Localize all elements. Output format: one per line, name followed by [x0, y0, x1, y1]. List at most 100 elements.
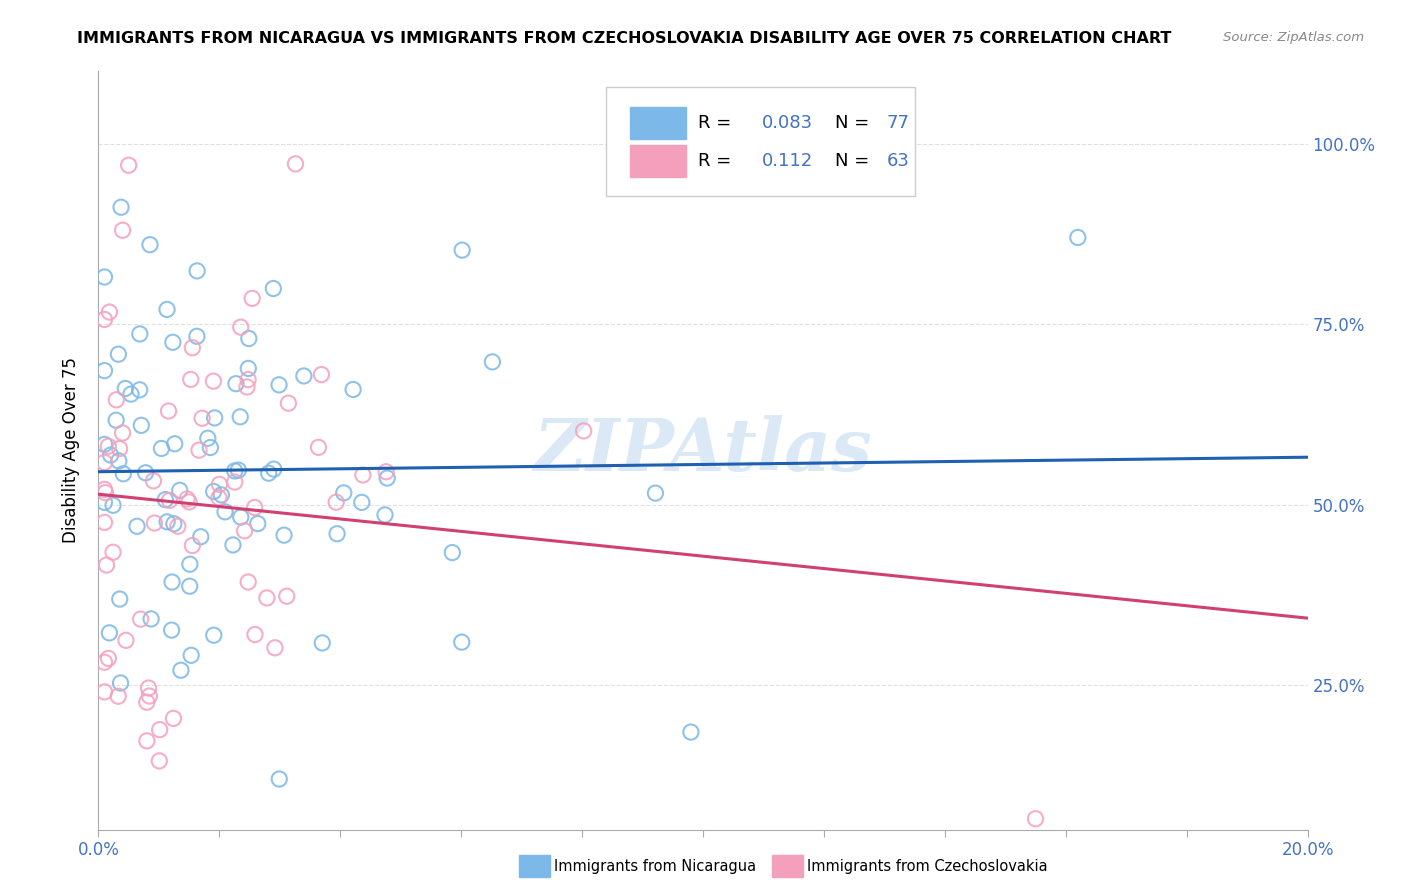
Point: [97, 651, 120, 665]
Point: [375, 471, 398, 485]
Point: [284, 157, 307, 171]
Point: [107, 690, 129, 704]
Point: [128, 326, 150, 341]
Text: R =: R =: [699, 152, 737, 169]
Point: [236, 380, 259, 394]
Point: [190, 530, 212, 544]
Point: [118, 158, 141, 172]
Point: [240, 291, 263, 305]
Point: [110, 200, 132, 214]
Point: [97, 439, 120, 453]
Point: [135, 466, 157, 480]
Point: [160, 623, 183, 637]
Point: [93, 685, 115, 699]
Point: [179, 495, 201, 509]
Point: [326, 526, 349, 541]
Point: [202, 628, 225, 642]
Point: [264, 640, 287, 655]
Text: 63: 63: [887, 152, 910, 169]
Point: [155, 492, 177, 507]
Text: 0.083: 0.083: [762, 114, 814, 132]
Point: [156, 515, 179, 529]
Point: [176, 491, 198, 506]
Point: [229, 320, 252, 334]
Text: ZIPAtlas: ZIPAtlas: [534, 415, 872, 486]
Point: [135, 734, 157, 748]
Point: [208, 491, 231, 505]
Point: [246, 516, 269, 531]
Point: [224, 475, 246, 489]
Point: [143, 516, 166, 530]
Point: [352, 467, 374, 482]
Text: Source: ZipAtlas.com: Source: ZipAtlas.com: [1223, 31, 1364, 45]
Point: [163, 516, 186, 531]
Point: [156, 302, 179, 317]
Point: [135, 695, 157, 709]
Point: [209, 488, 232, 502]
Point: [202, 374, 225, 388]
Point: [93, 655, 115, 669]
Point: [166, 519, 188, 533]
Point: [1067, 230, 1090, 244]
Point: [276, 589, 298, 603]
Text: IMMIGRANTS FROM NICARAGUA VS IMMIGRANTS FROM CZECHOSLOVAKIA DISABILITY AGE OVER : IMMIGRANTS FROM NICARAGUA VS IMMIGRANTS …: [77, 31, 1171, 46]
Point: [186, 264, 208, 278]
Point: [105, 392, 128, 407]
Point: [129, 418, 152, 433]
Point: [333, 486, 356, 500]
Point: [128, 383, 150, 397]
Point: [375, 465, 398, 479]
Point: [350, 495, 373, 509]
Point: [159, 493, 181, 508]
Point: [204, 411, 226, 425]
Point: [179, 558, 201, 572]
Point: [170, 663, 193, 677]
Point: [110, 676, 132, 690]
Point: [108, 442, 131, 456]
Text: N =: N =: [835, 114, 869, 132]
Point: [451, 243, 474, 257]
Point: [450, 635, 472, 649]
Point: [311, 636, 333, 650]
Point: [263, 462, 285, 476]
Point: [243, 627, 266, 641]
Point: [93, 483, 115, 497]
Point: [180, 372, 202, 386]
Point: [243, 500, 266, 515]
Point: [679, 725, 702, 739]
Point: [277, 396, 299, 410]
Text: N =: N =: [835, 152, 869, 169]
Point: [292, 368, 315, 383]
Point: [101, 545, 124, 559]
Point: [238, 574, 260, 589]
Point: [93, 363, 115, 377]
FancyBboxPatch shape: [630, 107, 686, 139]
Point: [98, 625, 121, 640]
Point: [108, 592, 131, 607]
Point: [262, 281, 284, 295]
Point: [98, 305, 121, 319]
Point: [129, 612, 152, 626]
Point: [163, 437, 186, 451]
Point: [229, 510, 252, 524]
Point: [148, 754, 170, 768]
Point: [224, 464, 246, 478]
Point: [228, 463, 250, 477]
Point: [311, 368, 333, 382]
Point: [114, 382, 136, 396]
Point: [181, 539, 204, 553]
Point: [93, 437, 115, 451]
Point: [181, 341, 204, 355]
Point: [162, 711, 184, 725]
Point: [208, 477, 231, 491]
Point: [138, 681, 160, 695]
Point: [342, 383, 364, 397]
Point: [214, 505, 236, 519]
Point: [105, 413, 128, 427]
Point: [112, 467, 135, 481]
Point: [169, 483, 191, 498]
Text: Immigrants from Nicaragua: Immigrants from Nicaragua: [554, 859, 756, 873]
Point: [273, 528, 295, 542]
Point: [572, 424, 595, 438]
Point: [267, 377, 290, 392]
